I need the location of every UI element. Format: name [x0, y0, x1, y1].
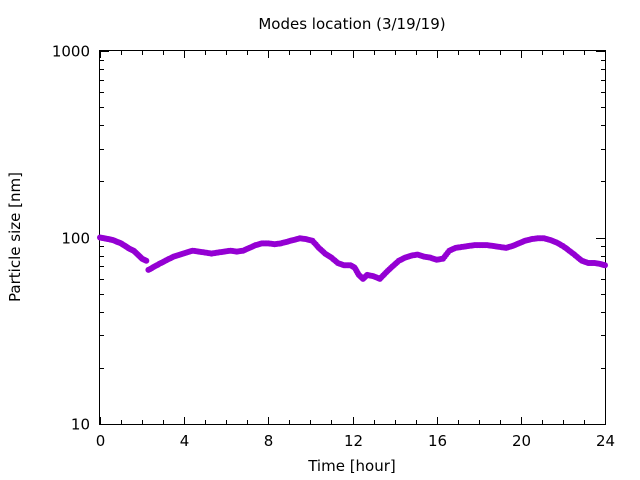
x-tick-label: 4: [180, 432, 190, 450]
axis-ticks: [100, 51, 606, 425]
y-axis-label: Particle size [nm]: [6, 172, 24, 302]
chart-title: Modes location (3/19/19): [258, 15, 445, 33]
y-tick-labels: 10 100 1000: [52, 43, 90, 434]
data-point: [602, 262, 608, 269]
x-tick-label: 20: [512, 432, 531, 450]
y-tick-label: 10: [71, 416, 90, 434]
x-tick-label: 16: [428, 432, 447, 450]
x-tick-labels: 0 4 8 12 16 20 24: [96, 432, 615, 450]
y-tick-label: 100: [61, 230, 90, 248]
data-points: [97, 234, 608, 282]
x-tick-label: 24: [596, 432, 615, 450]
y-tick-label: 1000: [52, 43, 90, 61]
x-tick-label: 0: [96, 432, 106, 450]
x-tick-label: 12: [344, 432, 363, 450]
x-axis-label: Time [hour]: [307, 457, 396, 475]
data-point: [143, 257, 150, 264]
x-tick-label: 8: [264, 432, 274, 450]
